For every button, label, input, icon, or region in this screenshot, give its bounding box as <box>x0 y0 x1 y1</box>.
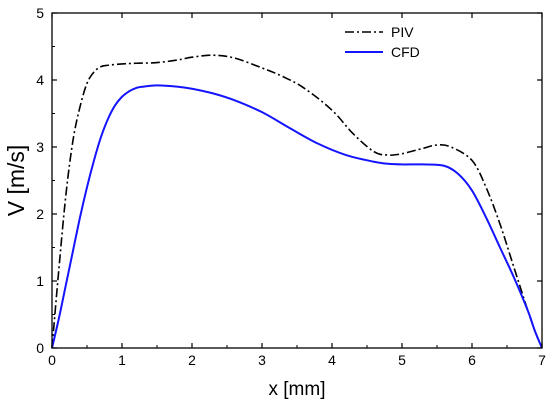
ticks-layer: 0 1 2 3 4 5 6 7 0 1 2 3 4 5 <box>36 5 546 368</box>
y-tick-label: 3 <box>36 139 44 155</box>
y-tick-label: 4 <box>36 72 44 88</box>
x-tick-label: 0 <box>48 352 56 368</box>
y-axis-title: V [m/s] <box>3 145 29 217</box>
series-line-cfd <box>51 84 543 349</box>
legend-label-piv: PIV <box>391 24 414 40</box>
y-tick-label: 0 <box>36 340 44 356</box>
x-tick-label: 3 <box>258 352 266 368</box>
y-tick-label: 2 <box>36 206 44 222</box>
series-layer <box>51 54 543 349</box>
x-axis-title: x [mm] <box>269 379 326 400</box>
legend-label-cfd: CFD <box>391 44 420 60</box>
x-tick-label: 7 <box>538 352 546 368</box>
x-tick-label: 1 <box>118 352 126 368</box>
x-tick-label: 2 <box>188 352 196 368</box>
x-tick-label: 6 <box>468 352 476 368</box>
x-tick-label: 5 <box>398 352 406 368</box>
series-line-piv <box>51 54 543 349</box>
legend: PIV CFD <box>345 24 420 60</box>
x-tick-label: 4 <box>328 352 336 368</box>
y-tick-label: 1 <box>36 273 44 289</box>
y-tick-label: 5 <box>36 5 44 21</box>
